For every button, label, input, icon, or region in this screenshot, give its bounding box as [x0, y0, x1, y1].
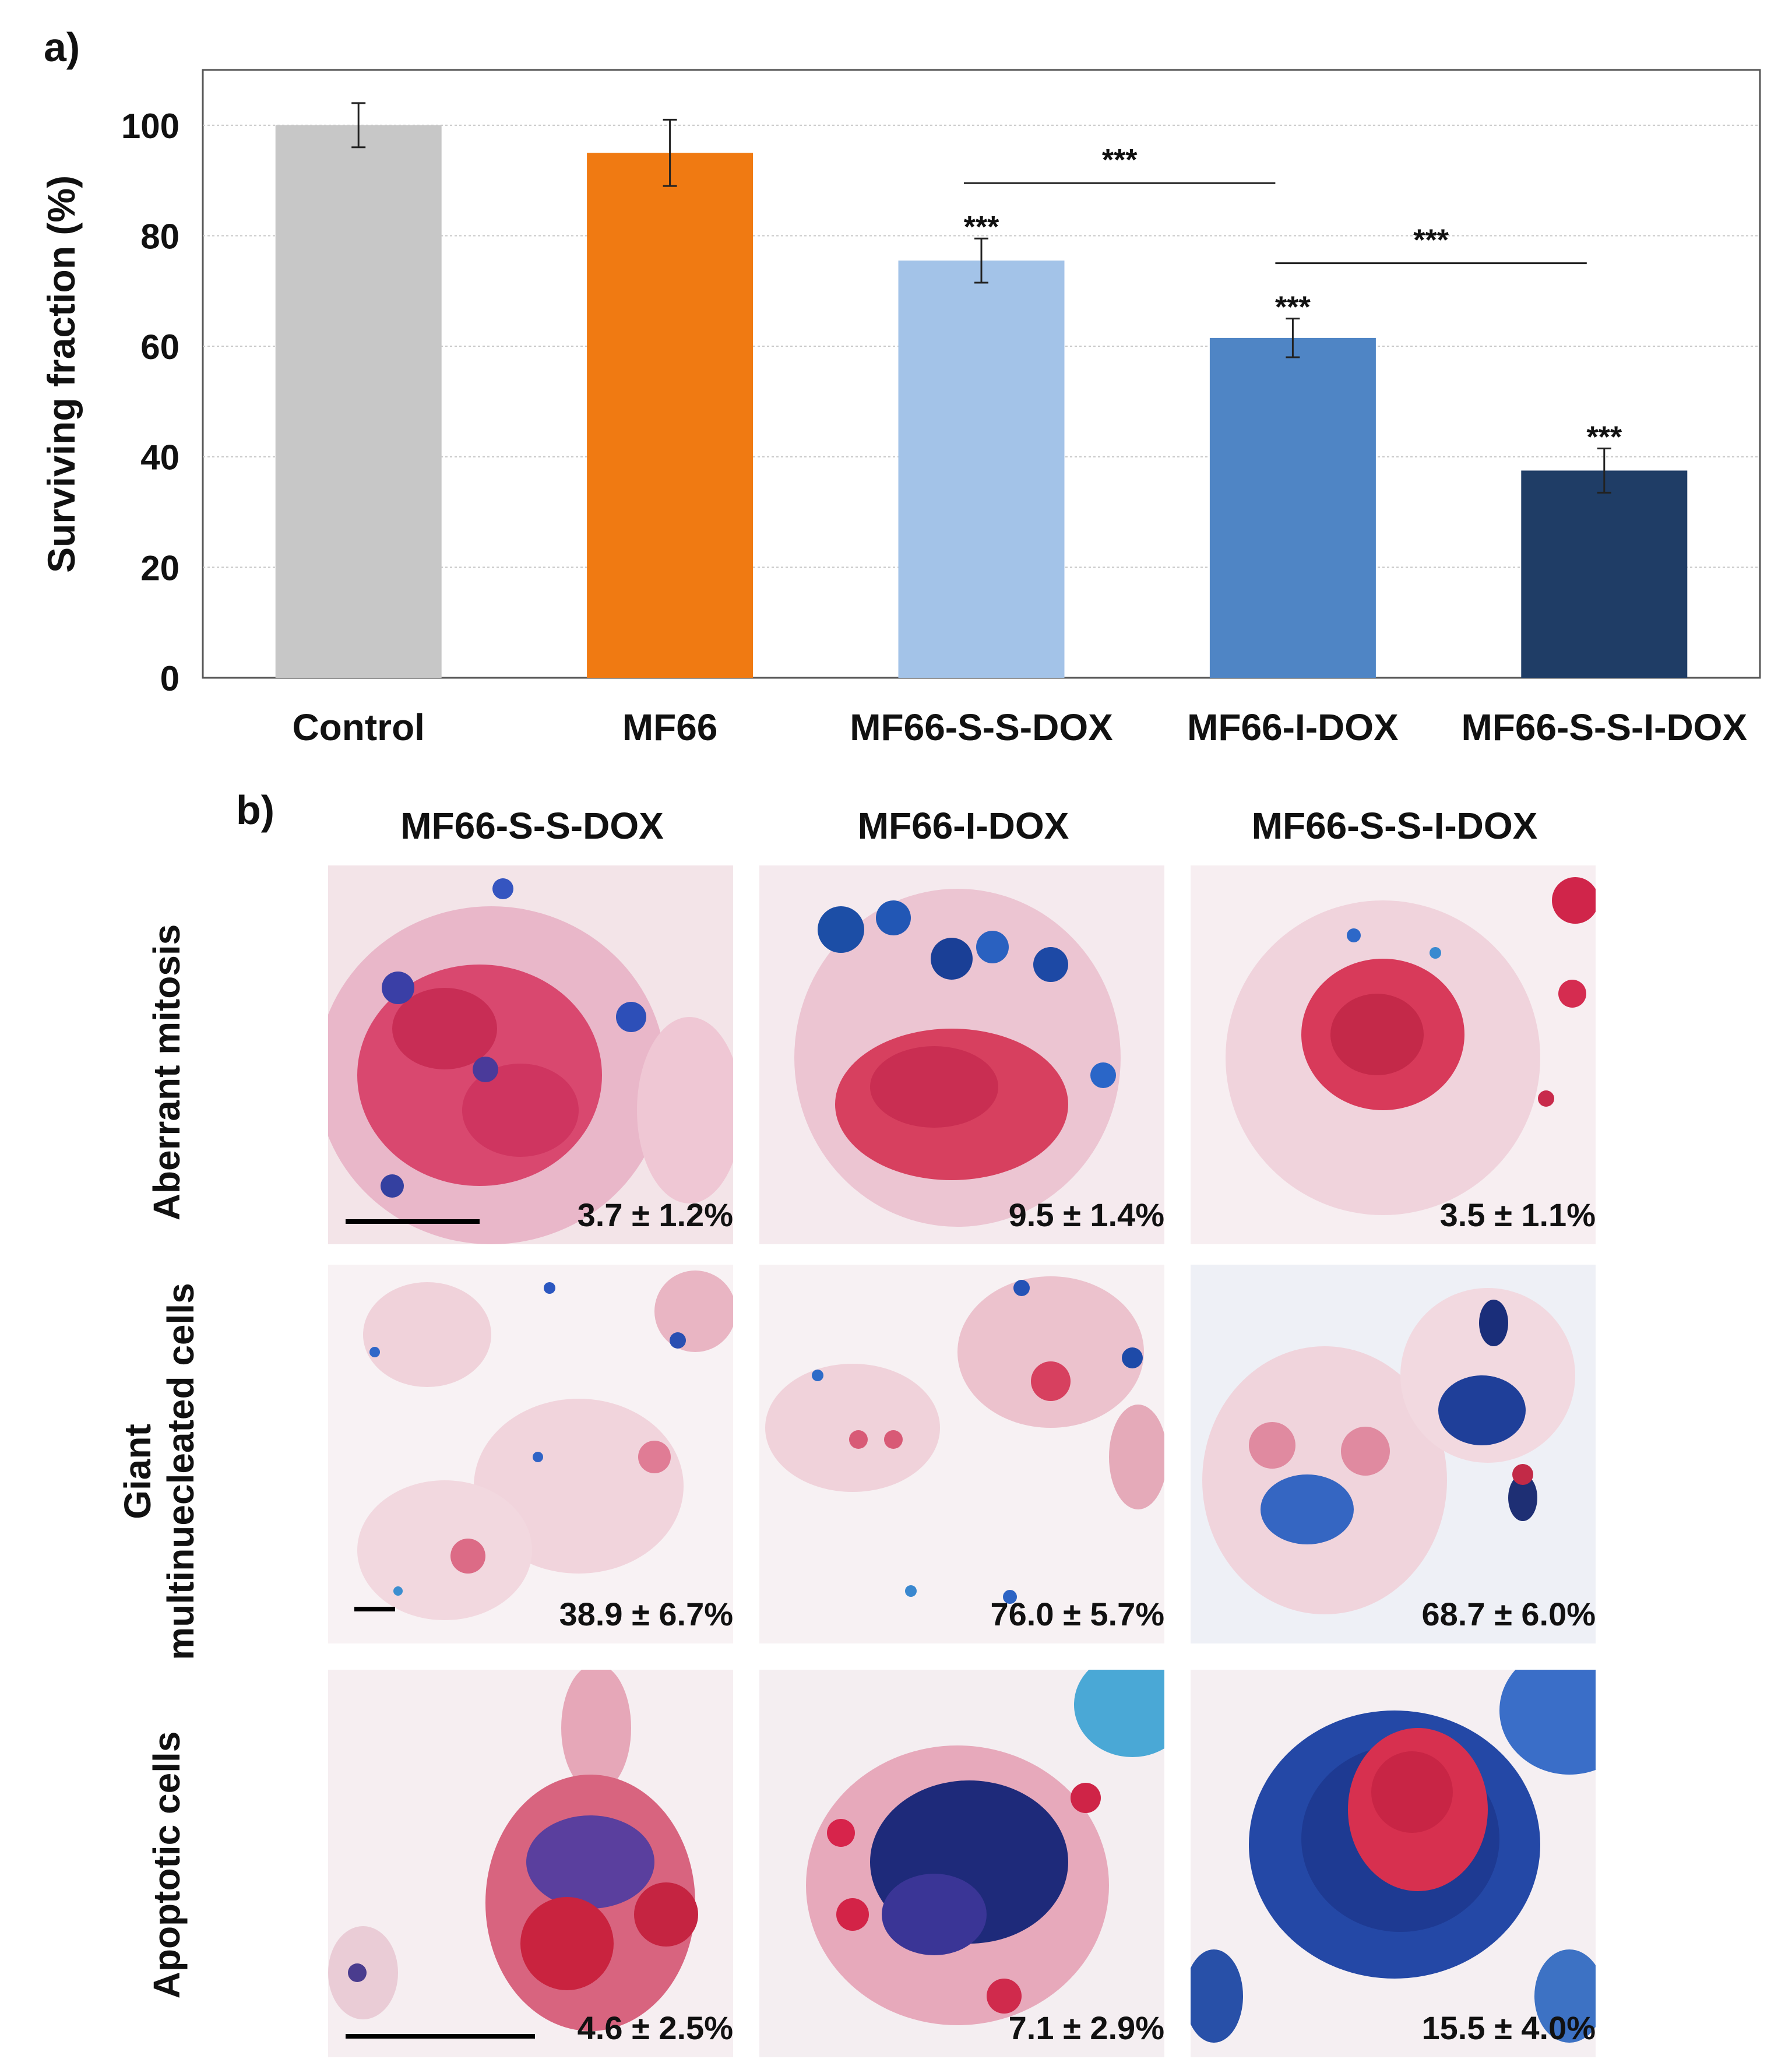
cell-image	[759, 1265, 1164, 1643]
cell-image	[759, 865, 1164, 1244]
row-label-giant-line2: multinuecleated cells	[159, 1283, 202, 1660]
x-tick-label: MF66	[622, 706, 718, 748]
percentage-label: 7.1 ± 2.9%	[1008, 2009, 1164, 2046]
bar	[1521, 470, 1688, 678]
significance-marks: *** *** ***	[964, 210, 1622, 454]
x-tick-label: Control	[292, 706, 425, 748]
panel-b-label: b)	[236, 787, 275, 833]
percentage-label: 68.7 ± 6.0%	[1421, 1596, 1596, 1632]
comparison-label: ***	[1413, 224, 1449, 258]
percentage-label: 9.5 ± 1.4%	[1008, 1196, 1164, 1233]
bar	[275, 125, 442, 678]
significance-label: ***	[1275, 291, 1311, 325]
error-bars	[351, 102, 1611, 494]
y-tick-label: 40	[140, 438, 179, 477]
x-tick-label: MF66-S-S-I-DOX	[1461, 706, 1747, 748]
micrograph-giant-ssidox: 68.7 ± 6.0%	[1191, 1265, 1596, 1643]
bars	[275, 125, 1688, 678]
cell-image	[328, 865, 733, 1244]
percentage-label: 3.7 ± 1.2%	[577, 1196, 733, 1233]
cell-image	[328, 1670, 733, 2057]
cell-image	[328, 1265, 733, 1643]
micrograph-apoptotic-ssidox: 15.5 ± 4.0%	[1191, 1670, 1596, 2057]
micrograph-apoptotic-ssdox: 4.6 ± 2.5%	[328, 1670, 733, 2057]
micrograph-giant-ssdox: 38.9 ± 6.7%	[328, 1265, 733, 1643]
column-title-ssdox: MF66-S-S-DOX	[400, 805, 664, 847]
column-title-ssidox: MF66-S-S-I-DOX	[1251, 805, 1538, 847]
micrograph-giant-idox: 76.0 ± 5.7%	[759, 1265, 1164, 1643]
cell-image	[759, 1670, 1164, 2057]
significance-label: ***	[964, 210, 999, 244]
percentage-label: 4.6 ± 2.5%	[577, 2009, 733, 2046]
significance-label: ***	[1586, 421, 1622, 455]
scale-bar	[346, 1219, 480, 1224]
y-tick-label: 60	[140, 328, 179, 367]
comparison-brackets: *** ***	[964, 143, 1587, 265]
micrograph-panel: b) MF66-S-S-DOX MF66-I-DOX MF66-S-S-I-DO…	[0, 775, 1792, 2066]
y-tick-label: 20	[140, 548, 179, 587]
x-tick-label: MF66-I-DOX	[1187, 706, 1399, 748]
y-axis-label: Surviving fraction (%)	[40, 175, 83, 573]
panel-a-label: a)	[44, 24, 80, 70]
row-label-giant-cells: Giant multinuecleated cells	[117, 1268, 210, 1676]
scale-bar	[346, 2034, 535, 2039]
micrograph-mitosis-ssidox: 3.5 ± 1.1%	[1191, 865, 1596, 1244]
percentage-label: 38.9 ± 6.7%	[559, 1596, 733, 1632]
cell-image	[1191, 865, 1596, 1244]
y-axis: 0 20 40 60 80 100	[121, 107, 179, 698]
column-title-idox: MF66-I-DOX	[857, 805, 1069, 847]
bar	[1209, 337, 1376, 678]
cell-image	[1191, 1670, 1596, 2057]
bar	[587, 153, 754, 678]
row-label-giant-line1: Giant	[117, 1424, 159, 1519]
cell-image	[1191, 1265, 1596, 1643]
row-label-apoptotic-cells: Apoptotic cells	[146, 1731, 188, 1999]
x-tick-label: MF66-S-S-DOX	[850, 706, 1113, 748]
micrograph-mitosis-idox: 9.5 ± 1.4%	[759, 865, 1164, 1244]
y-tick-label: 100	[121, 107, 179, 146]
x-axis: Control MF66 MF66-S-S-DOX MF66-I-DOX MF66-S-…	[292, 706, 1747, 748]
micrograph-mitosis-ssdox: 3.7 ± 1.2%	[328, 865, 733, 1244]
y-tick-label: 0	[160, 659, 179, 698]
micrograph-apoptotic-idox: 7.1 ± 2.9%	[759, 1670, 1164, 2057]
percentage-label: 15.5 ± 4.0%	[1421, 2009, 1596, 2046]
comparison-label: ***	[1102, 143, 1138, 177]
percentage-label: 3.5 ± 1.1%	[1439, 1196, 1596, 1233]
percentage-label: 76.0 ± 5.7%	[990, 1596, 1164, 1632]
y-tick-label: 80	[140, 217, 179, 256]
bar	[898, 261, 1065, 678]
row-label-aberrant-mitosis: Aberrant mitosis	[146, 924, 188, 1221]
scale-bar	[354, 1607, 395, 1611]
